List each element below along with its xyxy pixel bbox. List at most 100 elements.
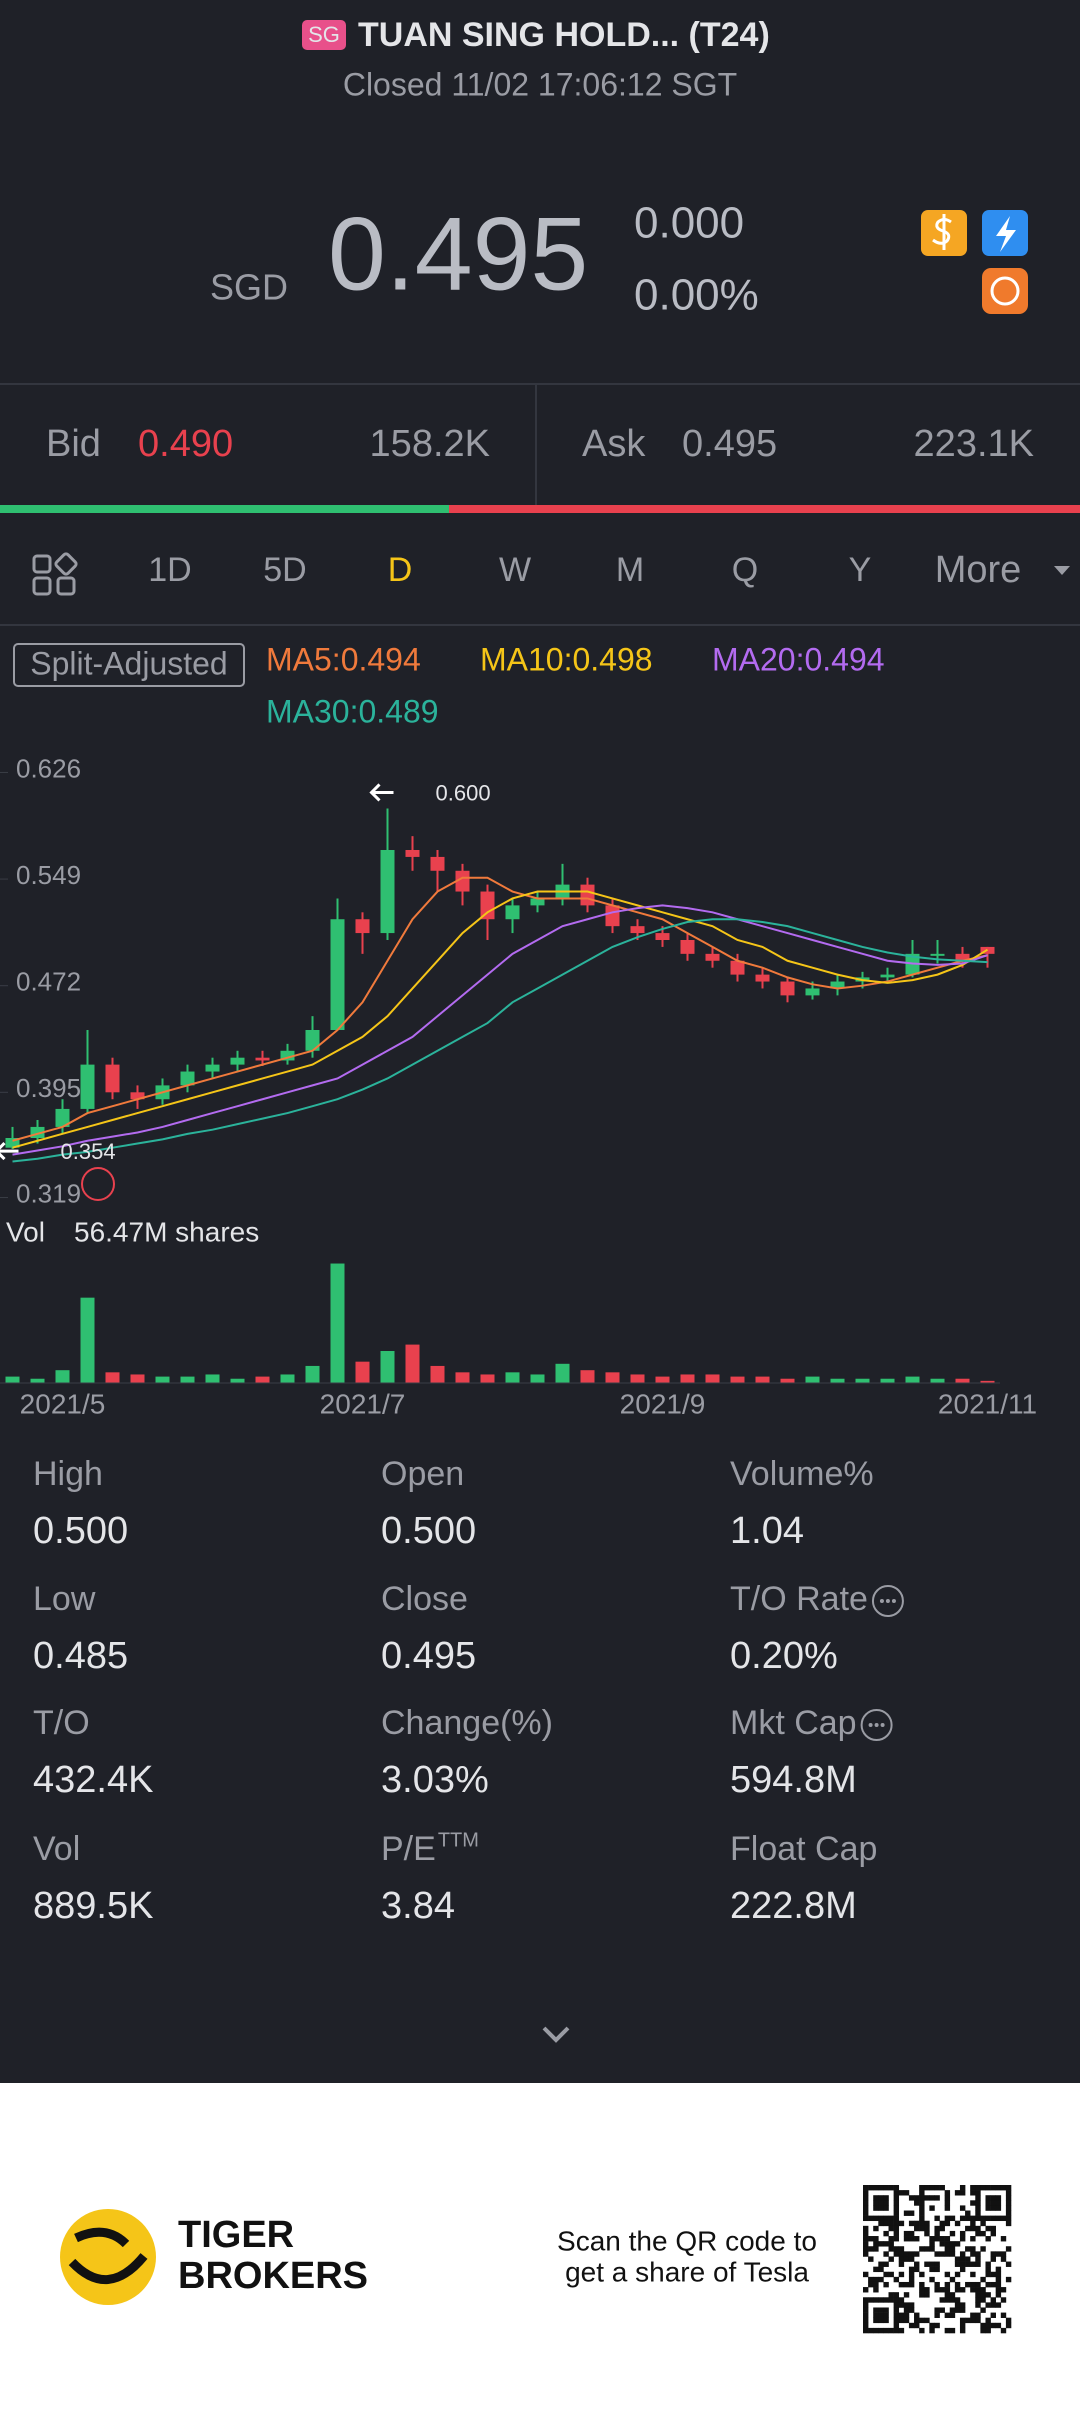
qr-cell [873,2297,879,2303]
volume-bar [430,1365,445,1383]
qr-cell [924,2195,930,2201]
qr-cell [995,2276,1002,2283]
qr-cell [863,2271,869,2278]
qr-cell [975,2225,981,2232]
qr-cell [903,2210,910,2216]
qr-cell [893,2210,900,2216]
volume-bar [730,1376,745,1383]
stat-label: T/O [33,1704,90,1742]
qr-cell [949,2312,956,2318]
qr-cell [995,2195,1002,2201]
change: 0.000 [634,199,744,248]
qr-cell [970,2312,976,2318]
qr-cell [903,2281,910,2288]
qr-cell [975,2287,981,2293]
qr-cell [954,2190,961,2196]
qr-cell [944,2297,951,2303]
x-tick-label: 2021/9 [620,1388,706,1419]
info-icon[interactable] [860,1709,893,1741]
brand: BROKERS [178,2255,368,2297]
qr-cell [959,2251,966,2257]
candle-body [205,1064,220,1072]
qr-cell [1005,2261,1012,2267]
qr-cell [965,2246,971,2252]
qr-cell [959,2190,966,2196]
volume-bar [205,1374,220,1383]
volume-bar [55,1370,70,1383]
period-tab[interactable]: More [935,549,1022,591]
qr-cell [970,2220,976,2227]
split-box[interactable] [13,643,245,687]
candle-body [680,940,695,954]
more-caret[interactable] [1054,566,1070,575]
stat-label-sup: TTM [438,1829,479,1851]
qr-cell [934,2266,940,2273]
qr-cell [873,2215,879,2222]
qr-cell [868,2281,874,2288]
qr-cell [868,2327,874,2334]
y-tick-label: 0.549 [16,860,81,890]
icon-orange[interactable] [982,268,1028,314]
qr-cell [934,2185,940,2191]
reset-icon[interactable] [81,1167,115,1201]
qr-cell [995,2281,1002,2288]
info-icon[interactable] [871,1585,904,1617]
qr-cell [1005,2317,1012,2324]
qr-cell [1005,2220,1012,2227]
qr-cell [944,2271,951,2278]
qr-cell [954,2287,961,2293]
qr-cell [888,2246,894,2252]
qr-cell [934,2215,940,2222]
ask-bar [449,505,1080,513]
period-tab[interactable]: 5D [263,551,306,589]
qr-cell [949,2307,956,2313]
period-tab[interactable]: W [499,551,531,589]
candle-body [880,974,895,978]
qr-cell [878,2241,884,2247]
qr-cell [898,2281,905,2288]
qr-cell [893,2195,900,2201]
qr-cell [990,2205,996,2211]
candle-body [130,1092,145,1100]
split-label[interactable]: Split-Adjusted [30,645,227,681]
candle-body [655,933,670,940]
volume-bar [30,1378,45,1383]
qr-cell [903,2190,910,2196]
qr-cell [888,2271,894,2278]
qr-cell [908,2266,915,2273]
info-dot [868,1723,873,1727]
qr-cell [954,2281,961,2288]
qr-cell [929,2246,935,2252]
bid-bar [0,505,449,513]
expand-chevron[interactable] [542,2026,570,2043]
stat-value: 0.485 [33,1635,128,1677]
qr-cell [903,2307,910,2313]
period-tab[interactable]: 1D [148,551,191,589]
qr-cell [970,2215,976,2222]
period-tab[interactable]: D [388,551,413,589]
candle-body [355,919,370,934]
qr-cell [893,2251,900,2257]
qr-cell [939,2241,945,2247]
qr-cell [863,2200,869,2206]
period-tab[interactable]: M [616,551,644,589]
qr-cell [975,2281,981,2288]
period-tab[interactable]: Y [849,551,872,589]
qr-cell [873,2225,879,2232]
qr-cell [970,2246,976,2252]
qr-cell [959,2317,966,2324]
qr-cell [1000,2236,1007,2242]
qr-cell [908,2307,915,2313]
qr-cell [883,2281,889,2288]
stat-value: 0.500 [33,1510,128,1552]
qr-cell [959,2302,966,2308]
qr-cell [939,2287,945,2293]
qr-cell [898,2246,905,2252]
period-tab[interactable]: Q [732,551,758,589]
y-tick-label: 0.395 [16,1073,81,1103]
qr-cell [878,2215,884,2222]
layout-icon[interactable] [32,552,78,596]
qr-cell [949,2327,956,2334]
qr-cell [975,2210,981,2216]
